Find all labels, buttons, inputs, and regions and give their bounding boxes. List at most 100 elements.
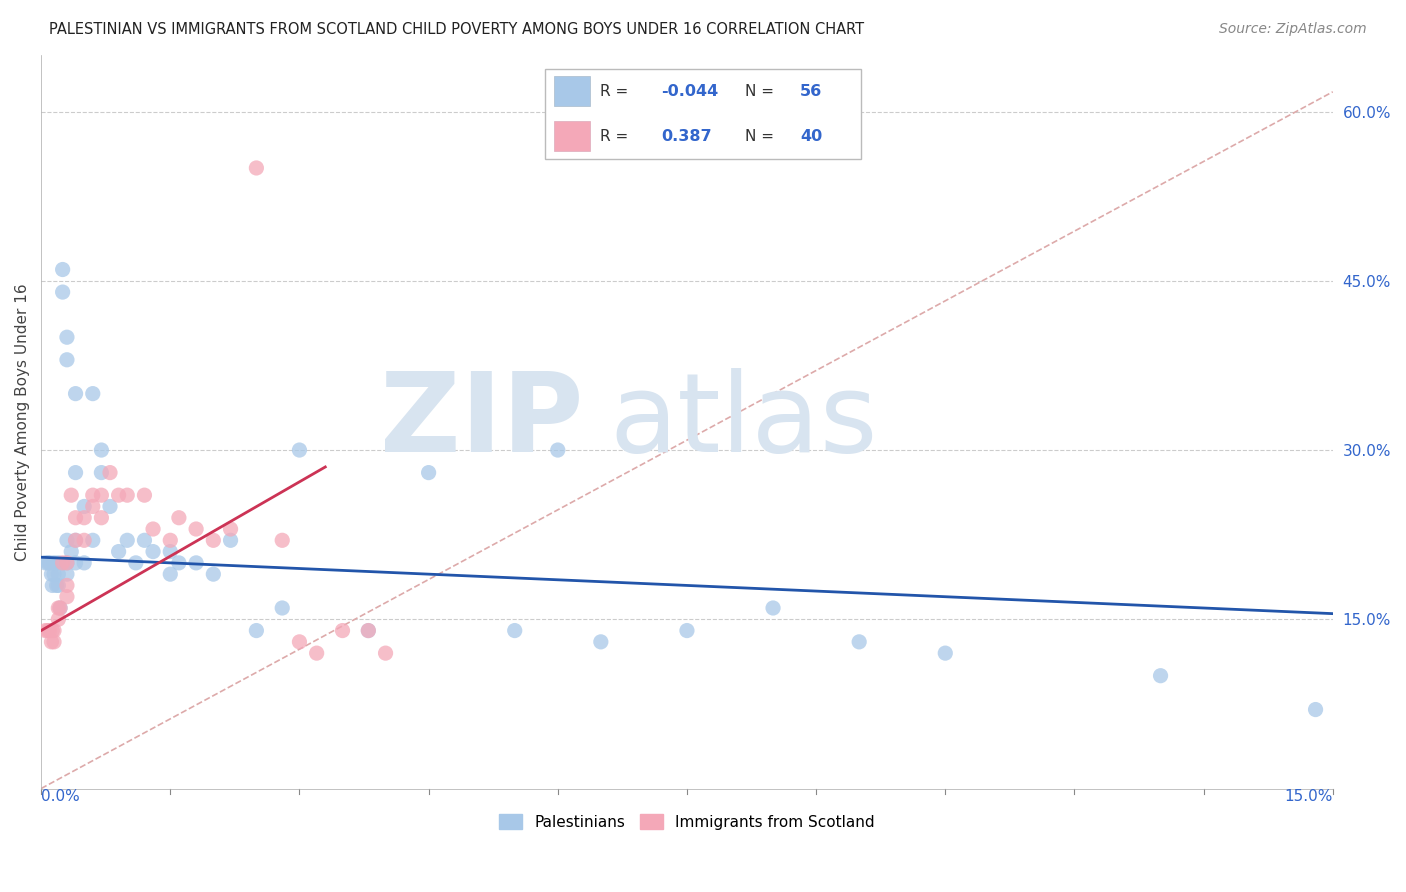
Point bbox=[357, 624, 380, 638]
Point bbox=[65, 533, 87, 548]
Point bbox=[52, 556, 75, 570]
Point bbox=[357, 624, 380, 638]
Point bbox=[42, 556, 65, 570]
Point bbox=[332, 624, 354, 638]
Point bbox=[38, 624, 60, 638]
Point bbox=[82, 488, 104, 502]
Point bbox=[56, 556, 79, 570]
Point bbox=[49, 601, 72, 615]
Point bbox=[52, 262, 75, 277]
Point bbox=[73, 500, 96, 514]
Point bbox=[65, 466, 87, 480]
Text: atlas: atlas bbox=[609, 368, 877, 475]
Text: R =: R = bbox=[599, 128, 633, 144]
Point bbox=[167, 556, 190, 570]
Point bbox=[374, 646, 396, 660]
Text: 56: 56 bbox=[800, 84, 823, 99]
Y-axis label: Child Poverty Among Boys Under 16: Child Poverty Among Boys Under 16 bbox=[15, 283, 30, 561]
Point bbox=[589, 635, 612, 649]
Point bbox=[271, 533, 294, 548]
Point bbox=[34, 624, 56, 638]
Text: R =: R = bbox=[599, 84, 633, 99]
Point bbox=[142, 544, 165, 558]
Point bbox=[42, 635, 65, 649]
Point bbox=[503, 624, 526, 638]
Point bbox=[115, 488, 138, 502]
Point bbox=[56, 578, 79, 592]
Point bbox=[41, 624, 63, 638]
Point bbox=[90, 488, 112, 502]
Point bbox=[82, 533, 104, 548]
Point bbox=[159, 544, 181, 558]
Point bbox=[202, 567, 225, 582]
Legend: Palestinians, Immigrants from Scotland: Palestinians, Immigrants from Scotland bbox=[494, 807, 882, 836]
Point bbox=[107, 488, 129, 502]
Point bbox=[56, 556, 79, 570]
Text: Source: ZipAtlas.com: Source: ZipAtlas.com bbox=[1219, 22, 1367, 37]
Point bbox=[115, 533, 138, 548]
Point bbox=[202, 533, 225, 548]
Point bbox=[676, 624, 699, 638]
Point bbox=[60, 488, 83, 502]
Point bbox=[245, 161, 267, 175]
Point bbox=[45, 578, 67, 592]
Point bbox=[848, 635, 870, 649]
Text: 0.0%: 0.0% bbox=[41, 789, 80, 804]
Text: PALESTINIAN VS IMMIGRANTS FROM SCOTLAND CHILD POVERTY AMONG BOYS UNDER 16 CORREL: PALESTINIAN VS IMMIGRANTS FROM SCOTLAND … bbox=[49, 22, 865, 37]
Point bbox=[288, 443, 311, 458]
Point bbox=[37, 624, 59, 638]
Point bbox=[82, 500, 104, 514]
Point bbox=[107, 544, 129, 558]
Point bbox=[37, 556, 59, 570]
Point bbox=[46, 601, 69, 615]
Point bbox=[41, 567, 63, 582]
Text: ZIP: ZIP bbox=[380, 368, 583, 475]
Point bbox=[56, 330, 79, 344]
Point bbox=[90, 510, 112, 524]
Point bbox=[167, 510, 190, 524]
Text: N =: N = bbox=[745, 84, 779, 99]
Point bbox=[271, 601, 294, 615]
Point bbox=[56, 352, 79, 367]
Point bbox=[41, 578, 63, 592]
Text: 0.387: 0.387 bbox=[661, 128, 711, 144]
Point bbox=[56, 533, 79, 548]
Point bbox=[219, 533, 242, 548]
Point bbox=[134, 533, 156, 548]
Point bbox=[159, 567, 181, 582]
FancyBboxPatch shape bbox=[554, 77, 591, 106]
Point bbox=[65, 556, 87, 570]
Point bbox=[288, 635, 311, 649]
Point bbox=[46, 556, 69, 570]
Point bbox=[46, 578, 69, 592]
Point bbox=[219, 522, 242, 536]
Point bbox=[41, 635, 63, 649]
Point bbox=[65, 386, 87, 401]
Point bbox=[46, 567, 69, 582]
Point bbox=[934, 646, 956, 660]
Text: 15.0%: 15.0% bbox=[1285, 789, 1333, 804]
FancyBboxPatch shape bbox=[544, 69, 862, 159]
Point bbox=[98, 500, 121, 514]
Point bbox=[90, 443, 112, 458]
Point bbox=[49, 601, 72, 615]
Point bbox=[134, 488, 156, 502]
Text: -0.044: -0.044 bbox=[661, 84, 718, 99]
Point bbox=[56, 590, 79, 604]
Point bbox=[142, 522, 165, 536]
Point bbox=[1149, 669, 1171, 683]
Point bbox=[38, 556, 60, 570]
Point bbox=[1305, 702, 1327, 716]
Point bbox=[90, 466, 112, 480]
Point bbox=[42, 567, 65, 582]
Point bbox=[73, 510, 96, 524]
Point bbox=[125, 556, 148, 570]
Point bbox=[73, 556, 96, 570]
Point bbox=[245, 624, 267, 638]
Point bbox=[34, 556, 56, 570]
Point bbox=[73, 533, 96, 548]
Point bbox=[46, 612, 69, 626]
Point bbox=[42, 624, 65, 638]
Point bbox=[184, 556, 207, 570]
Point bbox=[65, 533, 87, 548]
